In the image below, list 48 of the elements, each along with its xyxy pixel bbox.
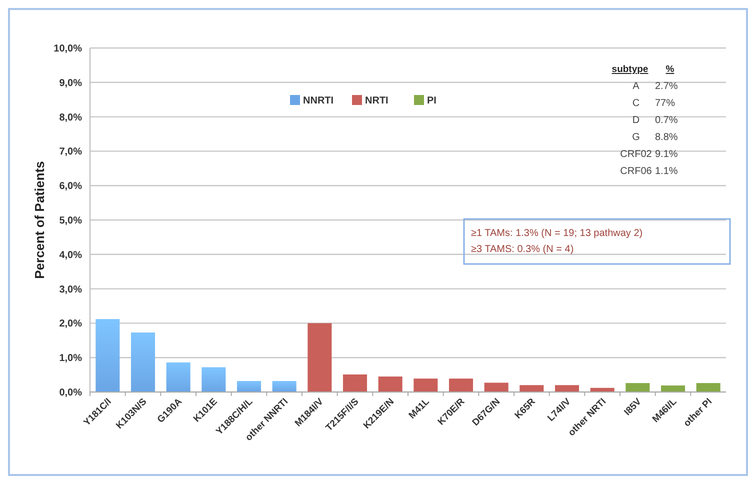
bar bbox=[484, 382, 508, 392]
y-tick-label: 2,0% bbox=[59, 318, 82, 330]
y-tick-label: 8,0% bbox=[59, 112, 82, 124]
y-tick-label: 9,0% bbox=[59, 78, 82, 89]
annotation: A bbox=[632, 81, 640, 92]
bar bbox=[272, 380, 296, 392]
y-tick-label: 10,0% bbox=[54, 44, 82, 54]
y-tick-label: 3,0% bbox=[59, 284, 82, 296]
y-axis-title: Percent of Patients bbox=[32, 161, 47, 279]
bar bbox=[696, 383, 720, 392]
annotation: 8.8% bbox=[655, 132, 678, 143]
annotation: subtype bbox=[612, 64, 648, 75]
annotation: ≥1 TAMs: 1.3% (N = 19; 13 pathway 2) bbox=[471, 228, 643, 239]
annotation: 0.7% bbox=[655, 115, 678, 126]
y-tick-label: 7,0% bbox=[59, 146, 82, 158]
bar bbox=[448, 378, 474, 392]
annotation: 77% bbox=[655, 98, 676, 109]
annotation: CRF06 bbox=[620, 166, 652, 177]
bar bbox=[554, 385, 580, 392]
annotation: G bbox=[632, 132, 640, 143]
bar bbox=[166, 362, 190, 392]
bar bbox=[342, 374, 368, 392]
bar bbox=[236, 380, 262, 392]
y-tick-label: 6,0% bbox=[59, 181, 82, 192]
bar bbox=[520, 385, 544, 392]
annotation: ≥3 TAMS: 0.3% (N = 4) bbox=[471, 244, 574, 255]
annotation: 9.1% bbox=[655, 149, 678, 160]
annotation: 1.1% bbox=[655, 166, 678, 177]
annotation: C bbox=[632, 98, 640, 109]
annotation: D bbox=[632, 115, 640, 126]
legend-label: PI bbox=[427, 96, 437, 106]
annotation: CRF02 bbox=[620, 149, 652, 160]
annotation: 2.7% bbox=[655, 81, 678, 92]
annotation: % bbox=[666, 64, 675, 75]
bar bbox=[308, 323, 332, 392]
y-tick-label: 5,0% bbox=[59, 216, 82, 226]
y-tick-label: 4,0% bbox=[59, 250, 82, 261]
y-tick-label: 1,0% bbox=[59, 353, 82, 364]
bar bbox=[96, 319, 120, 392]
y-tick-label: 0,0% bbox=[59, 388, 82, 398]
bar bbox=[130, 332, 156, 392]
legend-label: NNRTI bbox=[303, 96, 334, 106]
bar bbox=[660, 385, 686, 392]
bar bbox=[202, 367, 226, 392]
bar bbox=[414, 378, 438, 392]
bar bbox=[626, 383, 650, 392]
bar bbox=[378, 376, 402, 392]
legend-label: NRTI bbox=[365, 96, 389, 106]
